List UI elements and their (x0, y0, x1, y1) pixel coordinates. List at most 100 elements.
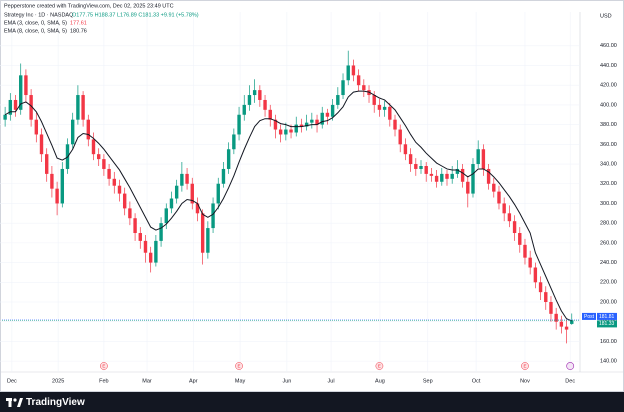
candle-body (330, 104, 335, 117)
candle-body (492, 183, 496, 192)
candle-body (174, 185, 179, 199)
candle-body (351, 65, 356, 76)
legend-name: EMA (8, close, 0, SMA, 5) (4, 28, 67, 34)
candle-body (252, 90, 257, 96)
candle-body (81, 95, 85, 120)
candle-body (237, 114, 241, 135)
candle-body (429, 173, 434, 176)
candle-body (434, 175, 439, 182)
candle-body (3, 114, 7, 120)
y-tick-label: 200.00 (600, 299, 617, 305)
candle-body (200, 213, 205, 253)
candle-body (486, 168, 491, 184)
candle-body (211, 203, 215, 229)
event-marker (100, 362, 108, 370)
candle-body (128, 208, 132, 219)
legend-value: 180.76 (70, 28, 87, 34)
candle-body (133, 218, 137, 234)
candle-body (497, 191, 501, 204)
brand: TradingView (26, 397, 85, 408)
candle-body (424, 166, 428, 174)
candle-body (122, 193, 127, 209)
candle-body (169, 198, 174, 209)
candle-body (346, 65, 350, 81)
candle-body (242, 104, 246, 115)
candle-body (549, 302, 553, 314)
candle-body (336, 95, 340, 105)
event-marker (375, 362, 384, 370)
candle-body (112, 178, 116, 186)
price-tag-box (597, 312, 617, 320)
candle-body (310, 119, 314, 123)
price-tag-box (597, 320, 617, 328)
candle-body (148, 252, 153, 263)
symbol: Strategy Inc · 1D · NASDAQ (4, 12, 74, 18)
candle-body (273, 119, 278, 130)
currency: USD (600, 13, 612, 19)
candle-body (408, 154, 413, 165)
candle-body (559, 321, 564, 327)
candle-body (180, 173, 184, 186)
event-marker (235, 362, 243, 370)
legend-name: EMA (3, close, 0, SMA, 5) (4, 20, 67, 26)
logo-part (13, 398, 17, 402)
candle-body (39, 134, 44, 155)
brand-logo (6, 398, 23, 407)
candle-body (294, 124, 298, 133)
y-tick-label: 220.00 (600, 280, 617, 286)
event-label: E (523, 363, 526, 368)
candle-body (278, 129, 283, 135)
candle-body (107, 168, 111, 179)
x-tick-label: Jul (328, 378, 335, 384)
event-marker (521, 362, 529, 370)
candle-body (466, 181, 470, 194)
price-tag-value: 181.33 (599, 321, 615, 327)
candle-body (362, 85, 366, 91)
y-tick-label: 320.00 (600, 181, 617, 187)
candle-body (221, 168, 226, 184)
y-tick-label: 260.00 (600, 240, 617, 246)
candle-body (96, 154, 101, 160)
candle-body (232, 134, 236, 150)
y-tick-label: 160.00 (600, 339, 617, 345)
candle-body (299, 124, 304, 127)
candle-body (388, 106, 392, 120)
price-tag-value: 181.81 (599, 314, 615, 320)
candle-body (29, 95, 33, 120)
candle-body (138, 233, 142, 241)
candle-body (19, 75, 23, 110)
y-tick-label: 460.00 (600, 43, 617, 49)
price-tag-label-box (582, 312, 596, 320)
candle-body (91, 139, 96, 155)
candle-body (206, 228, 210, 253)
y-tick-label: 380.00 (600, 122, 617, 128)
candle-body (102, 159, 106, 169)
candle-body (71, 119, 75, 145)
candle-body (460, 168, 465, 182)
x-tick-label: Mar (142, 378, 152, 384)
candle-body (518, 233, 522, 245)
candle-body (528, 257, 532, 268)
legend-value: 177.61 (70, 20, 87, 26)
candle-body (55, 188, 59, 204)
grid (0, 12, 580, 372)
y-tick-label: 340.00 (600, 161, 617, 167)
candle-body (185, 173, 189, 184)
event-label: E (102, 363, 105, 368)
candle-body (570, 320, 574, 324)
y-tick-label: 140.00 (600, 359, 617, 365)
x-tick-label: Dec (565, 378, 575, 384)
candle-body (164, 208, 168, 224)
candle-body (544, 292, 548, 302)
candle-body (284, 129, 288, 135)
candle-body (393, 119, 397, 130)
x-tick-label: Nov (520, 378, 530, 384)
x-tick-label: Apr (189, 378, 198, 384)
candle-body (216, 183, 220, 204)
footer-bar (0, 392, 624, 412)
candle-body (60, 168, 65, 204)
candle-body (564, 326, 569, 330)
candle-body (450, 173, 454, 179)
candle-body (398, 129, 402, 145)
